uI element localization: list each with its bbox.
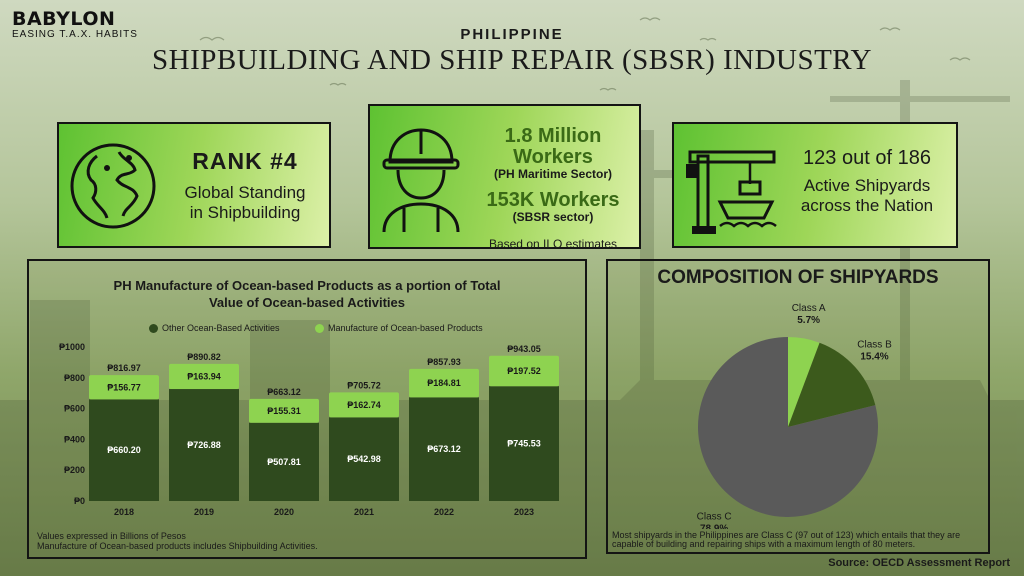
bar-manufacture-2020 — [249, 398, 319, 423]
bar-other-2019 — [169, 389, 239, 501]
brand-tagline: EASING T.A.X. HABITS — [12, 29, 138, 40]
bar-total-label-2018: ₱816.97 — [107, 363, 141, 373]
bar-manufacture-2019 — [169, 363, 239, 390]
bar-manufacture-2023 — [489, 355, 559, 387]
bar-other-label-2020: ₱507.81 — [267, 457, 301, 467]
bar-total-label-2022: ₱857.93 — [427, 357, 461, 367]
bar-other-label-2023: ₱745.53 — [507, 439, 541, 449]
globe-icon — [70, 143, 156, 229]
pie-value-class-b: 15.4% — [860, 352, 888, 363]
x-tick-label: 2018 — [114, 507, 134, 517]
bar-other-label-2022: ₱673.12 — [427, 444, 461, 454]
x-tick-label: 2019 — [194, 507, 214, 517]
bar-manufacture-2018 — [89, 375, 159, 400]
shipyards-value: 123 out of 186 — [803, 147, 931, 169]
legend-item-manufacture: Manufacture of Ocean-based Products — [315, 323, 483, 333]
bar-total-label-2019: ₱890.82 — [187, 352, 221, 362]
y-tick-label: ₱200 — [64, 465, 85, 475]
bar-manufacture-label-2018: ₱156.77 — [107, 382, 141, 392]
worker-icon — [382, 128, 460, 233]
bar-manufacture-label-2022: ₱184.81 — [427, 378, 461, 388]
bar-other-2023 — [489, 386, 559, 501]
brand-logo: BABYLON EASING T.A.X. HABITS — [12, 8, 138, 40]
legend-item-other: Other Ocean-Based Activities — [149, 323, 280, 333]
legend-label-manufacture: Manufacture of Ocean-based Products — [328, 323, 483, 333]
y-tick-label: ₱600 — [64, 404, 85, 414]
shipyards-card: 123 out of 186 Active Shipyards across t… — [672, 122, 958, 248]
page-title: SHIPBUILDING AND SHIP REPAIR (SBSR) INDU… — [152, 44, 872, 76]
pie-chart: Class A5.7% Class B15.4% Class C78.9% — [697, 303, 892, 529]
bar-manufacture-label-2021: ₱162.74 — [347, 400, 381, 410]
bar-other-2020 — [249, 422, 319, 501]
bar-other-label-2018: ₱660.20 — [107, 445, 141, 455]
bar-chart-title: PH Manufacture of Ocean-based Products a… — [29, 277, 585, 311]
rank-label-line1: Global Standing — [184, 183, 306, 202]
bar-total-label-2021: ₱705.72 — [347, 380, 381, 390]
maritime-workers-label: (PH Maritime Sector) — [493, 167, 613, 181]
bar-chart-note-2: Manufacture of Ocean-based products incl… — [37, 541, 318, 551]
bar-other-2021 — [329, 417, 399, 501]
bar-chart-panel: PH Manufacture of Ocean-based Products a… — [27, 259, 587, 559]
bar-chart-note-1: Values expressed in Billions of Pesos — [37, 531, 186, 541]
bar-chart-title-line1: PH Manufacture of Ocean-based Products a… — [113, 278, 501, 293]
y-tick-label: ₱400 — [64, 434, 85, 444]
x-tick-label: 2023 — [514, 507, 534, 517]
bar-manufacture-label-2023: ₱197.52 — [507, 366, 541, 376]
bar-other-label-2019: ₱726.88 — [187, 440, 221, 450]
pie-slice-class-b — [788, 342, 876, 427]
y-tick-label: ₱1000 — [59, 342, 85, 352]
bar-manufacture-label-2019: ₱163.94 — [187, 371, 221, 381]
rank-card: RANK #4 Global Standing in Shipbuilding — [57, 122, 331, 248]
x-tick-label: 2022 — [434, 507, 454, 517]
source-citation: Source: OECD Assessment Report — [828, 557, 1010, 569]
pie-value-class-c: 78.9% — [700, 524, 728, 529]
sbsr-workers-label: (SBSR sector) — [512, 210, 594, 224]
shipyard-crane-icon — [686, 150, 777, 234]
bar-total-label-2023: ₱943.05 — [507, 344, 541, 354]
rank-value: RANK #4 — [192, 148, 298, 174]
bar-other-2022 — [409, 397, 479, 501]
maritime-workers-value: 1.8 Million Workers — [504, 125, 602, 168]
legend-swatch-other — [149, 323, 158, 333]
bar-manufacture-label-2020: ₱155.31 — [267, 406, 301, 416]
pie-slice-class-c — [698, 337, 878, 517]
bar-manufacture-2022 — [409, 368, 479, 398]
pie-chart-panel: COMPOSITION OF SHIPYARDS Class A 5.7% Clas… — [606, 259, 990, 554]
bar-other-label-2021: ₱542.98 — [347, 454, 381, 464]
pie-chart-title: COMPOSITION OF SHIPYARDS — [657, 267, 939, 288]
pie-slice-class-a — [788, 337, 820, 427]
rank-label-line2: in Shipbuilding — [189, 203, 301, 222]
pie-chart-note: Most shipyards in the Philippines are Cl… — [612, 530, 961, 549]
x-tick-label: 2020 — [274, 507, 294, 517]
bar-chart-notes: Values expressed in Billions of Pesos Ma… — [37, 531, 318, 551]
pie-label-class-b: Class B — [857, 340, 892, 351]
workers-note: Based on ILO estimates — [488, 237, 618, 251]
y-tick-label: ₱0 — [74, 496, 85, 506]
shipyards-label-line2: across the Nation — [800, 196, 934, 215]
x-tick-label: 2021 — [354, 507, 374, 517]
pie-value-class-a: 5.7% — [797, 315, 820, 326]
brand-name: BABYLON — [12, 8, 116, 30]
shipyards-label-line1: Active Shipyards — [803, 176, 931, 195]
legend-label-other: Other Ocean-Based Activities — [162, 323, 280, 333]
workers-card: 1.8 Million Workers (PH Maritime Sector)… — [368, 104, 641, 251]
pie-label-class-c: Class C — [697, 512, 732, 523]
page-supertitle: PHILIPPINE — [460, 26, 564, 43]
bar-manufacture-2021 — [329, 392, 399, 418]
y-tick-label: ₱800 — [64, 373, 85, 383]
sbsr-workers-value: 153K Workers — [486, 189, 620, 211]
bar-total-label-2020: ₱663.12 — [267, 387, 301, 397]
pie-label-class-a: Class A — [792, 303, 826, 314]
legend-swatch-manufacture — [315, 323, 324, 333]
bar-other-2018 — [89, 399, 159, 501]
bar-chart-title-line2: Value of Ocean-based Activities — [208, 295, 406, 310]
bar-chart: ₱0 ₱200 ₱400 ₱600 ₱800 ₱1000 ₱660.20 ₱156.77 ₱81… — [59, 342, 559, 517]
